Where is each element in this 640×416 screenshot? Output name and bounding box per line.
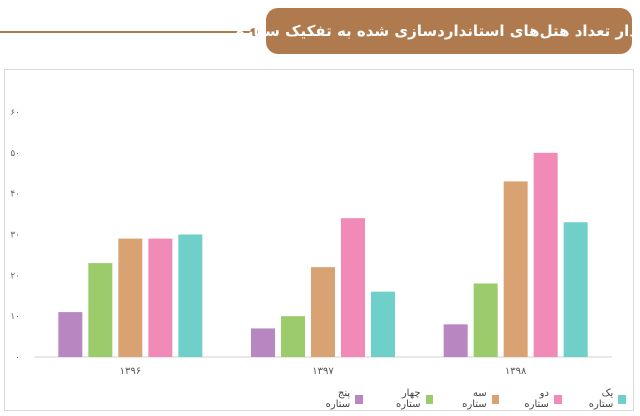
x-tick-label: ۱۳۹۶ [120,366,141,377]
legend-label: دو ستاره [524,388,549,410]
legend-label: سه ستاره [462,388,487,410]
y-tick-label: ۴۰ [10,190,20,200]
bar [58,312,83,357]
bar [178,234,203,357]
bar [251,328,275,357]
legend-swatch [491,394,500,404]
legend-item: چهار ستاره [381,388,434,410]
y-tick-label: ۶۰ [10,108,20,118]
bar [281,316,305,357]
legend-item: دو ستاره [517,388,562,410]
header-dot [250,28,258,36]
legend-swatch [553,394,562,404]
bar [563,222,588,357]
legend-item: یک ستاره [580,388,626,410]
legend-item: پنج ستاره [316,388,363,410]
bar [371,291,395,357]
bar [443,324,468,357]
y-tick-label: ۲۰ [10,271,20,281]
legend-label: چهار ستاره [396,388,421,410]
bar [88,263,113,357]
bar [341,218,365,357]
x-tick-label: ۱۳۹۸ [505,366,527,377]
bar [311,267,335,357]
y-tick-label: ۵۰ [10,149,20,159]
legend-swatch [425,394,434,404]
chart-title-banner: نمودار تعداد هتل‌های استانداردسازی شده ب… [236,8,640,54]
x-tick-label: ۱۳۹۷ [312,366,334,377]
legend-label: یک ستاره [588,388,614,410]
legend-swatch [618,394,626,404]
chart-title: نمودار تعداد هتل‌های استانداردسازی شده ب… [235,22,640,40]
chart-frame [4,69,634,411]
bar [503,181,528,357]
y-tick-label: ۳۰ [10,231,20,241]
bar [533,152,558,357]
bar [148,238,173,357]
legend-swatch [355,394,363,404]
chart-legend: یک ستاره دو ستاره سه ستاره چهار ستاره پنج ست… [316,388,626,410]
legend-item: سه ستاره [451,388,500,410]
y-tick-label: ۱۰ [10,312,20,322]
bar [118,238,143,357]
bar [473,283,498,357]
legend-label: پنج ستاره [325,388,351,410]
y-tick-label: ۰ [15,353,20,363]
header-rule [0,31,256,33]
